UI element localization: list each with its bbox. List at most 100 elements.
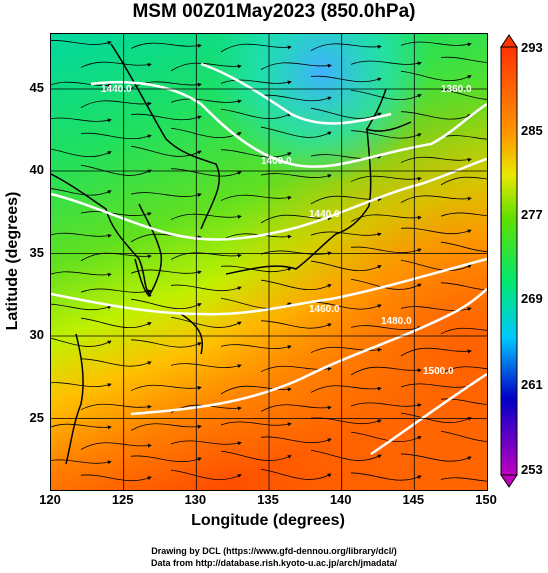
- streamline: [260, 173, 332, 178]
- y-tick-label: 25: [29, 409, 44, 425]
- streamline: [220, 385, 292, 395]
- streamline: [310, 75, 382, 83]
- streamline: [220, 149, 292, 158]
- coastline: [51, 43, 412, 465]
- streamline: [51, 423, 112, 430]
- streamline: [220, 265, 292, 273]
- streamline: [51, 188, 112, 196]
- y-tick-label: 35: [29, 244, 44, 260]
- x-tick-label: 150: [475, 492, 497, 507]
- streamline: [400, 306, 472, 312]
- streamline: [130, 384, 202, 392]
- streamline: [220, 43, 292, 53]
- streamline: [80, 442, 152, 450]
- streamline: [220, 421, 292, 427]
- streamline: [260, 94, 332, 102]
- streamline: [440, 176, 487, 186]
- streamline: [130, 339, 202, 348]
- streamline: [400, 156, 472, 163]
- streamline: [51, 40, 112, 45]
- streamline: [440, 212, 487, 217]
- wind-streamlines: [51, 40, 487, 482]
- contour-label: 1400.0: [261, 156, 292, 167]
- streamline: [400, 195, 472, 203]
- streamline: [400, 227, 472, 235]
- contour-label: 1480.0: [381, 316, 412, 327]
- y-tick-label: 40: [29, 162, 44, 177]
- colorbar-tick: 269: [521, 291, 543, 306]
- geopotential-contours: [51, 62, 487, 456]
- streamline: [310, 385, 382, 393]
- streamline: [80, 100, 152, 108]
- streamline: [310, 260, 382, 271]
- streamline: [80, 474, 152, 481]
- x-tick-label: 130: [184, 492, 207, 507]
- x-tick-label: 120: [39, 492, 61, 507]
- streamline: [440, 135, 487, 140]
- colorbar-tick: 285: [521, 123, 543, 138]
- streamline: [400, 383, 472, 389]
- x-tick-label: 140: [329, 492, 352, 507]
- streamline: [260, 126, 332, 138]
- streamline: [170, 62, 242, 72]
- streamline: [260, 279, 332, 290]
- streamline: [51, 337, 112, 347]
- streamline: [51, 459, 112, 465]
- streamline: [260, 62, 332, 70]
- streamline: [260, 404, 332, 412]
- x-tick-label: 145: [402, 492, 425, 507]
- contour-label: 1360.0: [441, 84, 472, 95]
- contour-label: 1460.0: [309, 304, 340, 315]
- map-panel: 1440.0 1400.0 1440.0 1460.0 1480.0 1500.…: [50, 33, 488, 491]
- streamline: [440, 430, 487, 442]
- streamline: [220, 79, 292, 85]
- streamline: [80, 358, 152, 367]
- streamline: [260, 436, 332, 443]
- streamline: [170, 98, 242, 104]
- streamline: [260, 320, 332, 329]
- streamline: [170, 469, 242, 480]
- color-scale-bar: [500, 34, 518, 488]
- streamline: [310, 449, 382, 461]
- streamline: [220, 194, 292, 201]
- streamline: [310, 301, 382, 310]
- streamline: [310, 43, 382, 51]
- streamline: [130, 145, 202, 157]
- streamline: [400, 259, 472, 271]
- streamline: [130, 192, 202, 197]
- streamline: [440, 282, 487, 291]
- streamline: [130, 455, 202, 462]
- streamline: [220, 233, 292, 241]
- streamline: [440, 56, 487, 63]
- streamline: [400, 453, 472, 462]
- streamline: [310, 231, 382, 237]
- streamline: [170, 213, 242, 220]
- streamline: [80, 164, 152, 176]
- contour-label: 1440.0: [309, 209, 340, 220]
- streamline: [440, 366, 487, 374]
- credit-drawing: Drawing by DCL (https://www.gfd-dennou.o…: [151, 546, 397, 556]
- streamline: [130, 298, 202, 309]
- streamline: [400, 41, 472, 47]
- streamline: [51, 382, 112, 388]
- streamline: [80, 288, 152, 294]
- streamline: [260, 468, 332, 480]
- streamline: [220, 344, 292, 350]
- streamline: [51, 271, 112, 277]
- colorbar-tick: 293: [521, 40, 543, 55]
- streamline: [170, 284, 242, 292]
- streamline: [440, 327, 487, 335]
- y-tick-label: 45: [29, 80, 44, 95]
- colorbar-tick: 253: [521, 462, 543, 477]
- streamline: [400, 111, 472, 120]
- streamline: [130, 113, 202, 121]
- streamline: [130, 423, 202, 431]
- streamline: [400, 70, 472, 82]
- contour-label: 1440.0: [101, 84, 132, 95]
- streamline: [170, 363, 242, 369]
- colorbar-tick: 277: [521, 207, 543, 222]
- streamline: [51, 232, 112, 238]
- streamline: [400, 412, 472, 423]
- streamline: [310, 417, 382, 424]
- streamline: [80, 132, 152, 140]
